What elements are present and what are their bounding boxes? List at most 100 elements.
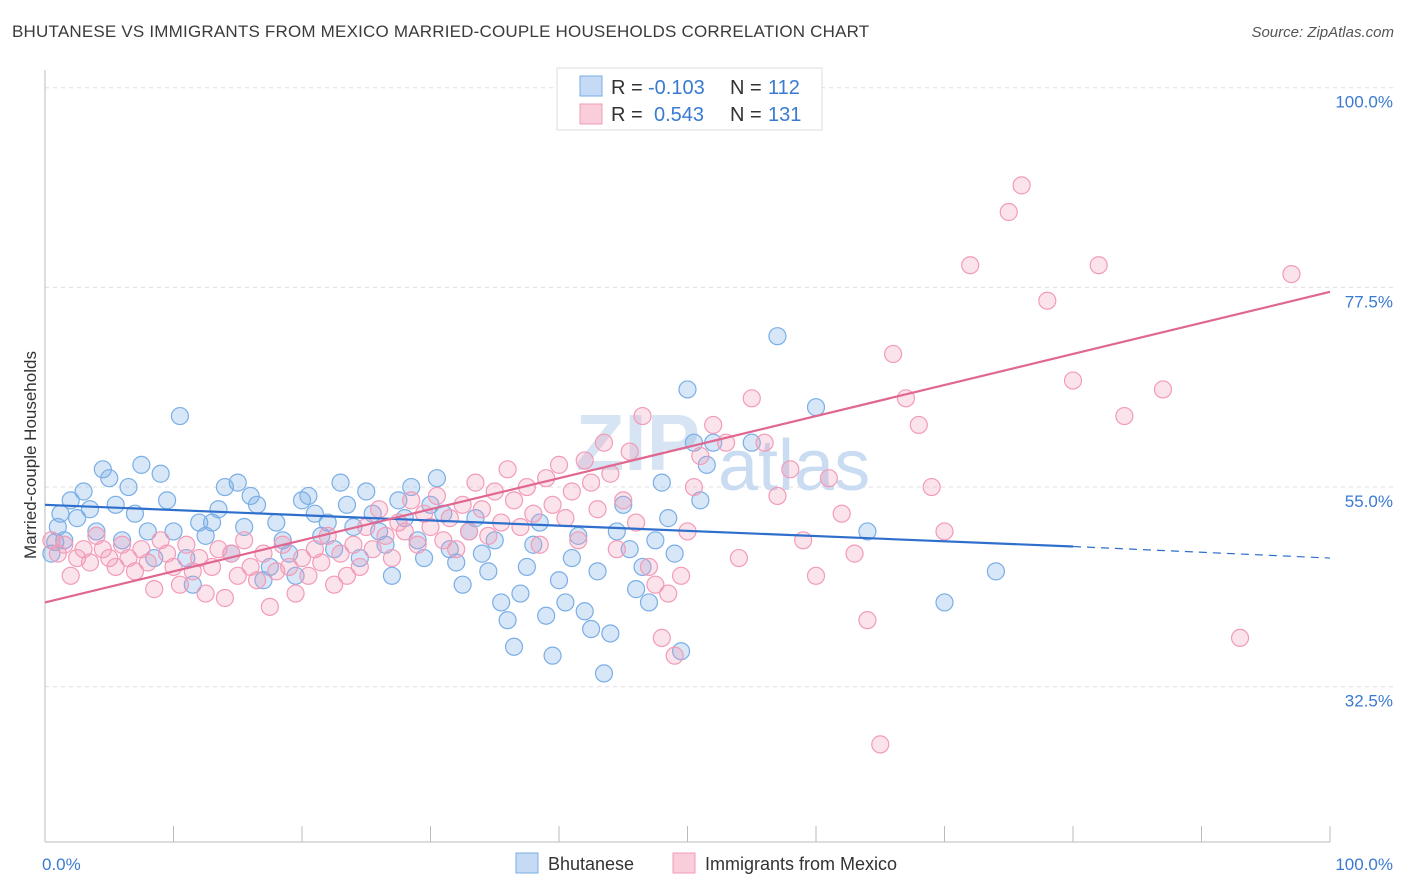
bhutanese-point-104 bbox=[697, 455, 716, 474]
mexico-point-111 bbox=[819, 469, 838, 488]
trend-lines bbox=[44, 290, 1331, 604]
bhutanese-point-88 bbox=[594, 664, 614, 683]
bhutanese-point-55 bbox=[382, 566, 402, 585]
mexico-point-8 bbox=[93, 540, 112, 559]
bhutanese-point-48 bbox=[337, 495, 357, 514]
mexico-point-105 bbox=[742, 389, 761, 408]
bhutanese-point-34 bbox=[247, 495, 267, 514]
bhutanese-point-91 bbox=[614, 495, 633, 514]
mexico-point-65 bbox=[459, 522, 479, 541]
mexico-point-71 bbox=[498, 460, 517, 479]
y-tick-label-1: 55.0% bbox=[1345, 492, 1393, 511]
mexico-point-108 bbox=[781, 460, 800, 479]
mexico-point-81 bbox=[562, 482, 581, 501]
mexico-point-6 bbox=[80, 553, 100, 572]
mexico-point-55 bbox=[395, 522, 414, 541]
mexico-point-73 bbox=[511, 517, 530, 537]
stats-swatch-mexico bbox=[579, 103, 603, 125]
bhutanese-point-93 bbox=[626, 580, 646, 599]
bhutanese-point-73 bbox=[498, 611, 517, 630]
y-tick-label-2: 77.5% bbox=[1345, 292, 1393, 311]
bhutanese-point-85 bbox=[575, 602, 594, 621]
mexico-point-127 bbox=[1115, 406, 1134, 426]
mexico-point-104 bbox=[729, 548, 749, 568]
stats-n-value-2: 131 bbox=[768, 104, 801, 126]
mexico-point-79 bbox=[549, 455, 569, 474]
mexico-point-34 bbox=[260, 597, 279, 616]
mexico-point-37 bbox=[280, 557, 299, 577]
stats-legend: R = -0.103 N = 112 R = 0.543 N = 131 bbox=[556, 67, 823, 131]
mexico-point-10 bbox=[106, 557, 125, 577]
mexico-point-89 bbox=[614, 491, 633, 510]
mexico-point-38 bbox=[286, 584, 305, 603]
stats-r-label-2: R = bbox=[611, 104, 643, 126]
mexico-point-119 bbox=[922, 477, 941, 497]
mexico-point-72 bbox=[504, 491, 524, 510]
bhutanese-point-94 bbox=[633, 557, 652, 577]
mexico-point-86 bbox=[594, 433, 614, 452]
mexico-point-85 bbox=[588, 500, 607, 519]
y-tick-label-0: 32.5% bbox=[1345, 692, 1393, 711]
bhutanese-point-92 bbox=[620, 540, 639, 559]
bhutanese-point-66 bbox=[453, 575, 472, 594]
mexico-point-27 bbox=[215, 588, 234, 608]
mexico-point-122 bbox=[999, 202, 1018, 222]
source-credit: Source: ZipAtlas.com bbox=[1251, 24, 1394, 41]
bhutanese-point-75 bbox=[511, 584, 530, 603]
data-points bbox=[42, 176, 1301, 754]
bhutanese-trend-extension bbox=[1072, 545, 1331, 559]
mexico-point-40 bbox=[299, 566, 318, 585]
bhutanese-point-77 bbox=[524, 535, 543, 554]
mexico-point-93 bbox=[639, 557, 659, 577]
mexico-point-121 bbox=[961, 256, 980, 275]
bhutanese-point-56 bbox=[389, 491, 408, 510]
mexico-point-56 bbox=[402, 491, 421, 510]
mexico-point-48 bbox=[350, 557, 369, 577]
bhutanese-point-82 bbox=[556, 593, 575, 612]
bhutanese-point-59 bbox=[408, 531, 427, 550]
bhutanese-point-43 bbox=[305, 504, 324, 523]
mexico-point-114 bbox=[858, 611, 877, 630]
mexico-point-42 bbox=[312, 553, 331, 572]
bhutanese-point-24 bbox=[183, 575, 202, 594]
mexico-point-60 bbox=[427, 486, 447, 506]
bhutanese-point-0 bbox=[42, 544, 61, 563]
y-axis-label: Married-couple Households bbox=[21, 351, 40, 559]
mexico-point-78 bbox=[543, 495, 562, 514]
chart-title: BHUTANESE VS IMMIGRANTS FROM MEXICO MARR… bbox=[12, 22, 870, 41]
bhutanese-point-80 bbox=[543, 646, 562, 665]
bhutanese-point-17 bbox=[138, 522, 157, 541]
stats-r-value-1: -0.103 bbox=[648, 77, 705, 99]
mexico-point-112 bbox=[832, 504, 851, 523]
bhutanese-point-98 bbox=[659, 509, 678, 528]
bhutanese-point-109 bbox=[858, 522, 877, 541]
mexico-point-62 bbox=[440, 509, 459, 528]
bhutanese-point-45 bbox=[318, 513, 337, 532]
legend-swatch-mexico bbox=[672, 852, 696, 874]
mexico-point-120 bbox=[935, 522, 954, 541]
tick-labels: 32.5% 55.0% 77.5% 100.0% 0.0% 100.0% bbox=[42, 93, 1393, 874]
mexico-point-67 bbox=[472, 500, 491, 519]
bhutanese-point-10 bbox=[93, 460, 112, 479]
mexico-point-100 bbox=[684, 477, 704, 497]
bhutanese-point-69 bbox=[472, 544, 491, 563]
mexico-point-101 bbox=[691, 446, 710, 466]
watermark-zip: ZIP bbox=[576, 398, 700, 487]
axes bbox=[44, 70, 1331, 843]
bhutanese-point-42 bbox=[299, 486, 318, 506]
bhutanese-point-72 bbox=[492, 593, 511, 612]
mexico-point-21 bbox=[177, 535, 196, 554]
mexico-point-98 bbox=[671, 566, 691, 585]
stats-n-label-2: N = bbox=[730, 104, 762, 126]
bhutanese-point-74 bbox=[504, 637, 524, 656]
mexico-trend-line bbox=[44, 290, 1331, 604]
bhutanese-point-14 bbox=[119, 477, 138, 497]
y-tick-label-3: 100.0% bbox=[1335, 93, 1393, 112]
mexico-point-52 bbox=[376, 526, 395, 545]
bhutanese-point-108 bbox=[806, 398, 826, 417]
bhutanese-point-37 bbox=[267, 513, 286, 532]
mexico-point-129 bbox=[1230, 628, 1250, 648]
mexico-point-113 bbox=[845, 544, 864, 563]
stats-n-label-1: N = bbox=[730, 77, 762, 99]
